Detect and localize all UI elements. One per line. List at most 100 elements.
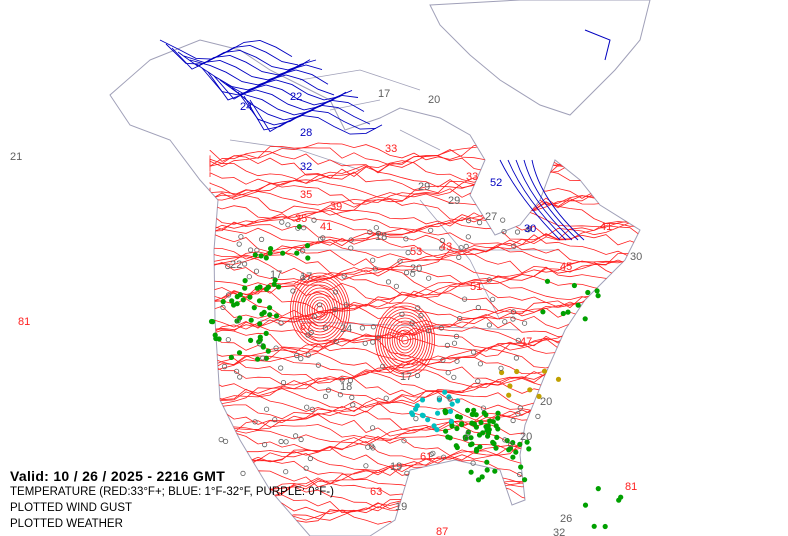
weather-dot [510, 454, 516, 460]
station-circle [436, 395, 442, 401]
station-circle [514, 229, 521, 235]
station-circle [369, 425, 376, 431]
legend-weather: PLOTTED WEATHER [10, 518, 123, 530]
weather-dot [264, 286, 270, 292]
weather-dot [465, 407, 471, 413]
station-circle [385, 279, 392, 285]
warm-contour-line [209, 266, 640, 289]
station-label: 43 [440, 241, 452, 253]
weather-dot [263, 330, 269, 336]
weather-dot [447, 435, 453, 441]
station-label: 17 [378, 88, 390, 100]
weather-dot [484, 459, 490, 465]
weather-dot [522, 477, 528, 483]
station-circle [486, 277, 492, 283]
cold-contour-line [159, 39, 293, 60]
station-label: 17 [400, 371, 412, 383]
warm-contour-line [209, 208, 640, 233]
weather-dot [560, 310, 566, 317]
station-label: 27 [485, 211, 497, 223]
station-label: 21 [10, 151, 22, 163]
weather-dot [514, 368, 520, 375]
station-circle [440, 454, 447, 460]
station-circle [307, 455, 313, 462]
station-circle [373, 225, 379, 231]
weather-dot [495, 410, 501, 416]
warm-contour-ring [304, 290, 336, 330]
weather-dot [443, 428, 449, 434]
weather-dot [271, 281, 277, 287]
cold-contour-line [507, 159, 567, 241]
cold-contour-line [249, 99, 383, 135]
station-circle [236, 241, 242, 247]
station-circle [457, 315, 463, 322]
station-circle [475, 304, 481, 311]
station-label: 81 [625, 481, 637, 493]
station-circle [369, 443, 375, 449]
warm-contour-ring [384, 314, 426, 366]
warm-contour-line [209, 311, 640, 336]
greenland-coastline [429, 0, 651, 116]
station-circle [285, 222, 291, 228]
weather-dot [465, 429, 471, 435]
station-circle [370, 257, 376, 263]
weather-dot [536, 393, 542, 399]
warm-contour-line [209, 294, 640, 318]
station-label: 17 [300, 271, 312, 283]
station-circle [465, 218, 472, 224]
station-circle [454, 358, 460, 364]
warm-contour-ring [297, 281, 343, 339]
map-legend: Valid: 10 / 26 / 2025 - 2216 GMT TEMPERA… [10, 468, 334, 532]
weather-dot [234, 301, 240, 307]
station-circle [501, 229, 507, 235]
weather-dot [527, 387, 533, 393]
weather-dot [240, 297, 246, 303]
station-circle [502, 319, 508, 325]
station-circle [350, 402, 356, 408]
weather-dot [251, 305, 257, 311]
weather-dot [484, 467, 490, 473]
station-circle [248, 247, 254, 253]
weather-dot [210, 319, 216, 325]
station-label: 45 [560, 261, 572, 273]
weather-dot [409, 410, 415, 416]
weather-dot [267, 312, 273, 318]
station-circle [498, 365, 504, 371]
weather-dot [261, 309, 267, 315]
station-label: 41 [600, 221, 612, 233]
station-circle [300, 274, 306, 281]
station-circle [451, 340, 458, 346]
cold-contour-line [171, 47, 305, 71]
weather-dot [448, 418, 454, 424]
weather-dot [575, 302, 581, 308]
weather-dot [495, 415, 501, 421]
station-circle [463, 243, 469, 249]
station-circle [234, 368, 240, 374]
weather-dot [507, 445, 514, 451]
station-label: 30 [630, 251, 642, 263]
station-circle [439, 245, 445, 251]
station-circle [258, 236, 265, 242]
warm-contour-ring [309, 296, 331, 324]
station-circle [332, 289, 339, 295]
weather-dot [248, 317, 254, 323]
warm-contour-ring [386, 317, 423, 363]
weather-dot [507, 383, 513, 389]
weather-dot [268, 246, 274, 252]
station-label: 39 [330, 201, 342, 213]
station-label: 61 [420, 451, 432, 463]
station-circle [272, 417, 278, 423]
station-circle [311, 217, 317, 223]
station-circle [316, 302, 323, 308]
weather-dot [455, 398, 461, 404]
weather-dot [585, 289, 591, 296]
weather-dot [228, 354, 234, 360]
station-circle [292, 433, 299, 439]
weather-dot [436, 397, 442, 403]
coastlines [109, 0, 651, 536]
station-circle [380, 363, 386, 369]
station-circle [445, 370, 451, 376]
weather-dot [492, 468, 498, 474]
station-circle [295, 225, 301, 231]
